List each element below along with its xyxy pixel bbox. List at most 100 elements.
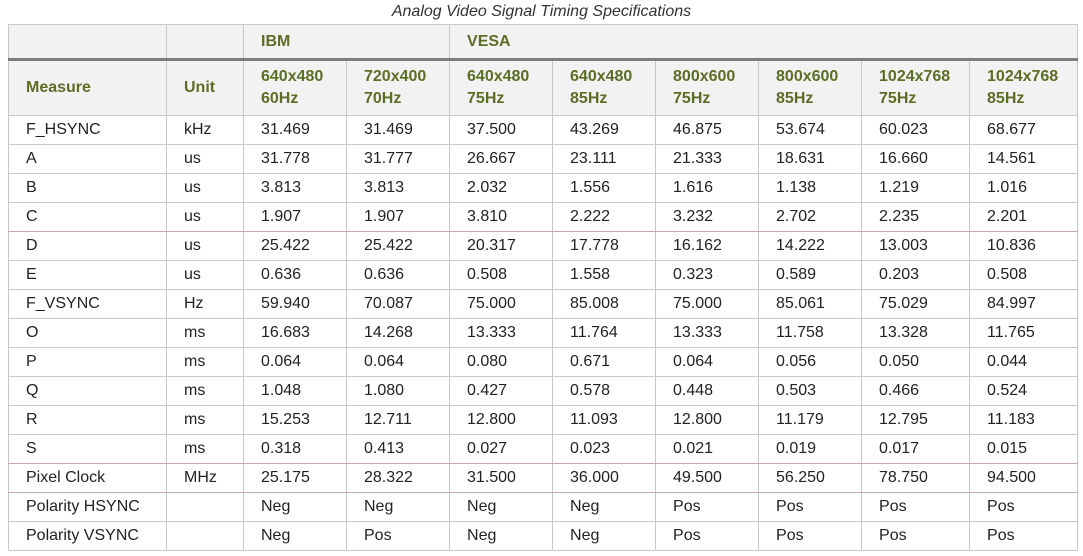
header-mode-refresh: 85Hz [987, 90, 1025, 107]
cell-measure: D [8, 231, 167, 261]
cell-value: Pos [758, 521, 863, 551]
group-header-row: IBM VESA [8, 24, 1079, 60]
header-mode-1: 720x400 70Hz [345, 58, 451, 116]
cell-unit: ms [166, 405, 244, 435]
cell-value: 18.631 [758, 144, 863, 174]
timing-spec-table: IBM VESA Measure Unit 640x480 60Hz 720x400… [8, 24, 1079, 551]
cell-unit: Hz [166, 289, 244, 319]
cell-value: 0.044 [969, 347, 1079, 377]
cell-value: 0.508 [449, 260, 554, 290]
cell-measure: Polarity HSYNC [8, 492, 167, 522]
header-mode-resolution: 1024x768 [987, 68, 1059, 85]
column-header-row: Measure Unit 640x480 60Hz 720x400 70Hz 640x4… [8, 58, 1079, 116]
cell-value: Neg [552, 492, 657, 522]
cell-value: 13.003 [861, 231, 971, 261]
cell-value: 11.764 [552, 318, 657, 348]
header-mode-resolution: 800x600 [673, 68, 736, 85]
cell-value: Pos [345, 521, 451, 551]
cell-unit: ms [166, 376, 244, 406]
cell-value: Pos [969, 492, 1079, 522]
cell-value: 1.616 [655, 173, 760, 203]
cell-value: 75.000 [655, 289, 760, 319]
cell-value: 2.222 [552, 202, 657, 232]
cell-value: 0.671 [552, 347, 657, 377]
cell-value: Neg [552, 521, 657, 551]
cell-value: 13.333 [655, 318, 760, 348]
cell-measure: F_HSYNC [8, 115, 167, 145]
cell-value: 2.201 [969, 202, 1079, 232]
cell-value: 85.061 [758, 289, 863, 319]
cell-value: Pos [655, 521, 760, 551]
header-mode-refresh: 85Hz [570, 90, 608, 107]
cell-measure: S [8, 434, 167, 464]
cell-unit: us [166, 231, 244, 261]
cell-value: 2.702 [758, 202, 863, 232]
cell-value: 15.253 [243, 405, 347, 435]
cell-value: 1.138 [758, 173, 863, 203]
cell-value: 37.500 [449, 115, 554, 145]
header-mode-7: 1024x768 85Hz [969, 58, 1079, 116]
cell-value: 25.422 [243, 231, 347, 261]
header-mode-6: 1024x768 75Hz [861, 58, 971, 116]
cell-value: 0.578 [552, 376, 657, 406]
cell-value: 36.000 [552, 463, 657, 493]
cell-value: 14.222 [758, 231, 863, 261]
cell-value: 0.064 [243, 347, 347, 377]
cell-value: Pos [655, 492, 760, 522]
cell-measure: A [8, 144, 167, 174]
cell-value: 16.683 [243, 318, 347, 348]
table-row: F_HSYNC kHz 31.469 31.469 37.500 43.269 46.875… [8, 115, 1079, 145]
cell-value: 0.636 [243, 260, 347, 290]
header-mode-3: 640x480 85Hz [552, 58, 657, 116]
cell-value: 1.048 [243, 376, 347, 406]
cell-value: 46.875 [655, 115, 760, 145]
cell-value: 31.777 [345, 144, 451, 174]
cell-value: 0.064 [655, 347, 760, 377]
cell-value: 0.017 [861, 434, 971, 464]
group-blank-unit [166, 24, 244, 60]
cell-value: 1.907 [345, 202, 451, 232]
cell-value: 0.323 [655, 260, 760, 290]
cell-unit: ms [166, 434, 244, 464]
cell-value: 0.448 [655, 376, 760, 406]
cell-unit: MHz [166, 463, 244, 493]
header-mode-2: 640x480 75Hz [449, 58, 554, 116]
cell-value: 12.711 [345, 405, 451, 435]
group-blank-measure [8, 24, 167, 60]
cell-value: 0.080 [449, 347, 554, 377]
cell-unit: ms [166, 318, 244, 348]
cell-value: 78.750 [861, 463, 971, 493]
table-row: Pixel Clock MHz 25.175 28.322 31.500 36.000 49… [8, 463, 1079, 493]
cell-value: 1.016 [969, 173, 1079, 203]
cell-value: 13.333 [449, 318, 554, 348]
cell-value: 17.778 [552, 231, 657, 261]
header-mode-refresh: 60Hz [261, 90, 299, 107]
cell-value: 20.317 [449, 231, 554, 261]
cell-value: 14.268 [345, 318, 451, 348]
cell-measure: B [8, 173, 167, 203]
header-mode-resolution: 640x480 [570, 68, 633, 85]
header-mode-5: 800x600 85Hz [758, 58, 863, 116]
cell-value: 0.503 [758, 376, 863, 406]
cell-measure: E [8, 260, 167, 290]
cell-value: 0.056 [758, 347, 863, 377]
cell-value: 31.778 [243, 144, 347, 174]
header-mode-refresh: 85Hz [776, 90, 814, 107]
cell-value: 0.203 [861, 260, 971, 290]
cell-value: 85.008 [552, 289, 657, 319]
cell-value: 60.023 [861, 115, 971, 145]
cell-measure: R [8, 405, 167, 435]
cell-measure: Q [8, 376, 167, 406]
cell-value: 0.413 [345, 434, 451, 464]
cell-value: 0.050 [861, 347, 971, 377]
header-mode-resolution: 640x480 [467, 68, 530, 85]
cell-value: 43.269 [552, 115, 657, 145]
header-mode-4: 800x600 75Hz [655, 58, 760, 116]
table-header: IBM VESA Measure Unit 640x480 60Hz 720x400… [8, 24, 1079, 116]
cell-value: 16.162 [655, 231, 760, 261]
cell-unit: us [166, 202, 244, 232]
cell-value: Pos [861, 492, 971, 522]
